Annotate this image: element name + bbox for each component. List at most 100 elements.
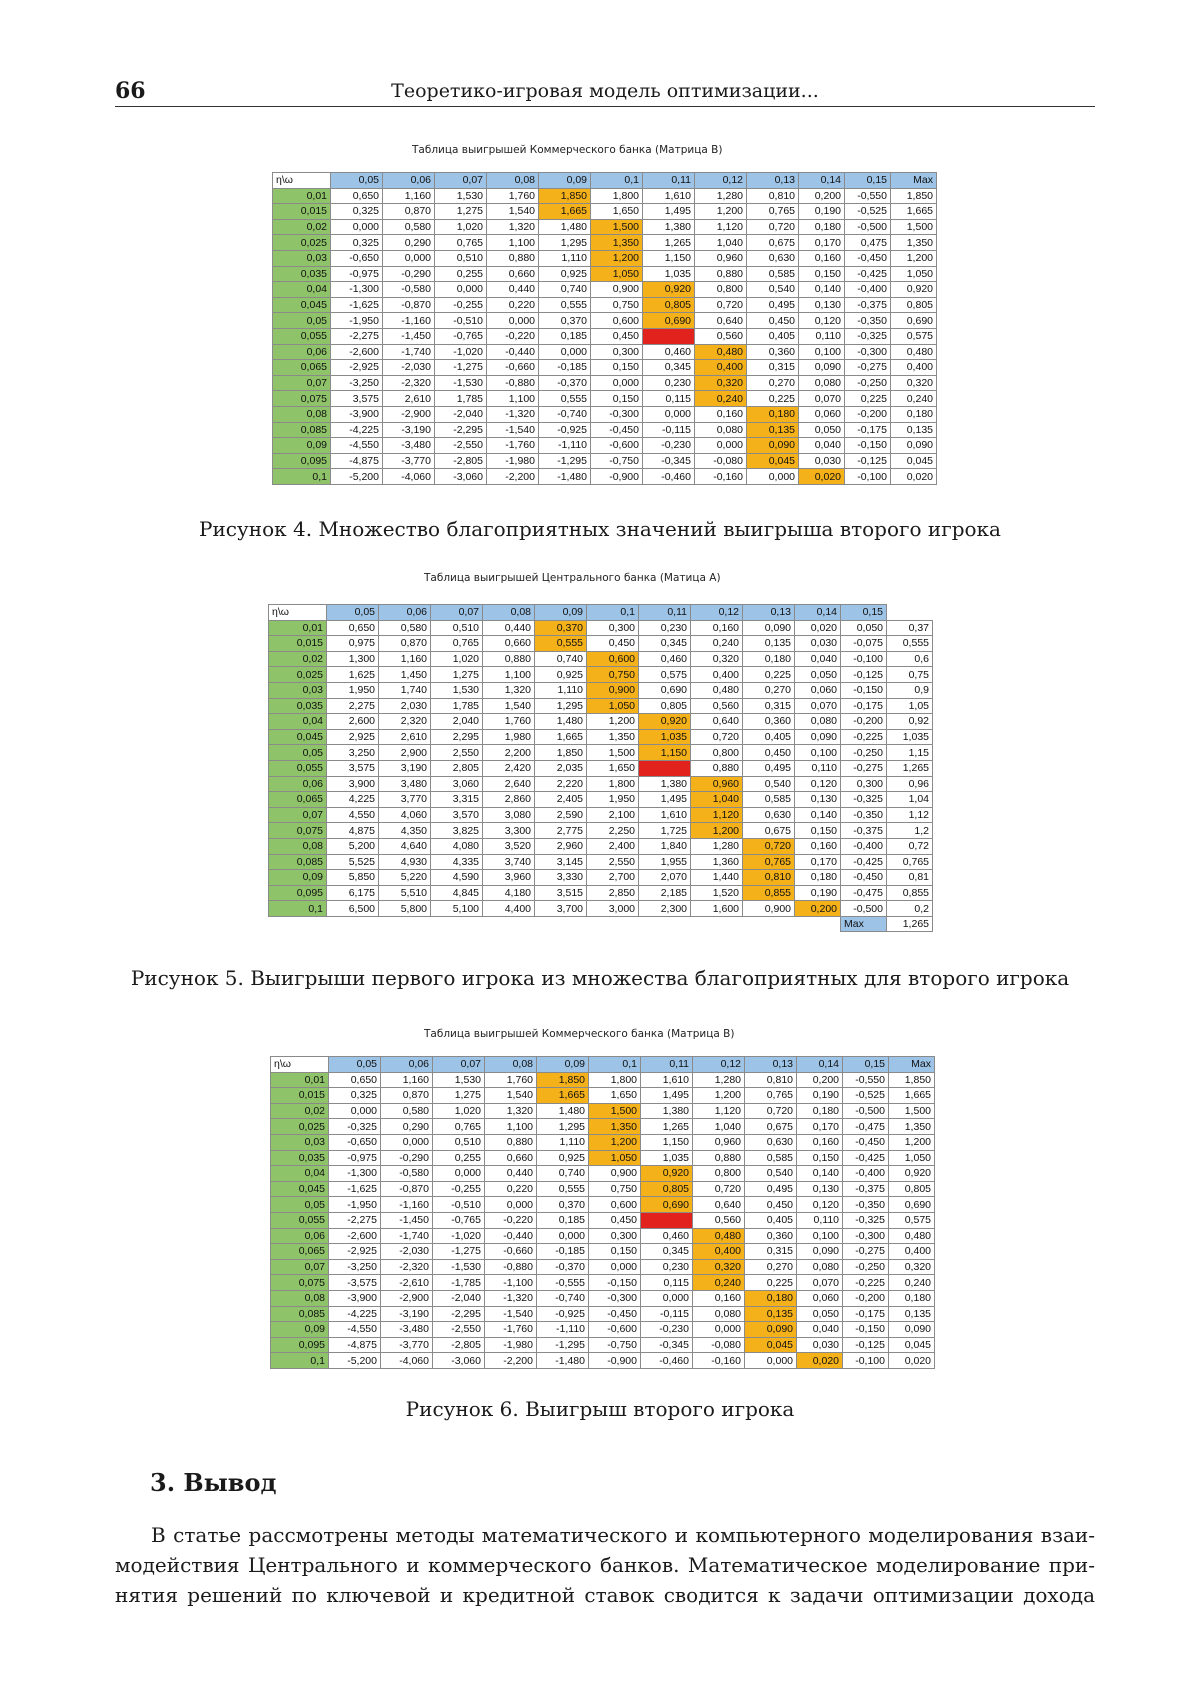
table-cell: 0,920 xyxy=(889,1166,935,1182)
table-cell: -0,150 xyxy=(841,682,887,698)
table-cell: 0,230 xyxy=(643,375,695,391)
table-cell: -2,040 xyxy=(435,406,487,422)
table-cell: 1,540 xyxy=(485,1088,537,1104)
table-cell: -1,020 xyxy=(435,344,487,360)
table-cell: -0,100 xyxy=(845,469,891,485)
table-cell: -2,550 xyxy=(433,1322,485,1338)
table-cell: -1,295 xyxy=(537,1337,589,1353)
column-header: 0,11 xyxy=(641,1057,693,1073)
table-cell: 3,315 xyxy=(431,792,483,808)
table-cell: 1,650 xyxy=(589,1088,641,1104)
table-cell: 0,255 xyxy=(433,1150,485,1166)
row-label-cell: 0,015 xyxy=(269,636,327,652)
table-cell: 0,740 xyxy=(535,651,587,667)
table-cell: 0,405 xyxy=(747,328,799,344)
empty-cell xyxy=(431,916,483,932)
table-cell: 0,325 xyxy=(329,1088,381,1104)
row-label-cell: 0,01 xyxy=(273,188,331,204)
table-cell: 1,265 xyxy=(641,1119,693,1135)
section-heading: 3. Вывод xyxy=(150,1468,276,1497)
table-cell: -0,160 xyxy=(695,469,747,485)
table-cell: -0,500 xyxy=(841,901,887,917)
table-cell: -2,550 xyxy=(435,438,487,454)
table-cell: 0,300 xyxy=(841,776,887,792)
payoff-table: η\ω0,050,060,070,080,090,10,110,120,130,… xyxy=(268,604,933,932)
table-cell: 0,480 xyxy=(691,682,743,698)
table-cell: 0,900 xyxy=(591,282,643,298)
table-cell: -0,350 xyxy=(843,1197,889,1213)
table-row: 0,055-2,275-1,450-0,765-0,2200,1850,4500… xyxy=(271,1212,935,1228)
table-cell: -3,480 xyxy=(383,438,435,454)
table-cell: 2,610 xyxy=(383,391,435,407)
table-cell: 2,960 xyxy=(535,838,587,854)
table-cell: 1,350 xyxy=(589,1119,641,1135)
table-cell: 1,650 xyxy=(591,204,643,220)
table-cell: 0,480 xyxy=(891,344,937,360)
table-cell: -0,345 xyxy=(641,1337,693,1353)
table-cell: 1,035 xyxy=(887,729,933,745)
table-row: 0,085-4,225-3,190-2,295-1,540-0,925-0,45… xyxy=(271,1306,935,1322)
table-cell: 2,420 xyxy=(483,760,535,776)
row-label-cell: 0,08 xyxy=(273,406,331,422)
table-cell: 0,315 xyxy=(745,1244,797,1260)
table-cell: -3,250 xyxy=(331,375,383,391)
table-cell: 0,110 xyxy=(795,760,841,776)
table-cell: 0,050 xyxy=(841,620,887,636)
table-cell: 0,000 xyxy=(589,1259,641,1275)
table-cell: -0,220 xyxy=(485,1212,537,1228)
table-cell: 1,035 xyxy=(639,729,691,745)
table-cell: 2,925 xyxy=(327,729,379,745)
table-cell: 0,160 xyxy=(693,1290,745,1306)
row-label-cell: 0,04 xyxy=(269,714,327,730)
table-cell: -0,230 xyxy=(641,1322,693,1338)
table-cell: 0,180 xyxy=(795,870,841,886)
column-header: 0,08 xyxy=(485,1057,537,1073)
column-header: 0,05 xyxy=(331,173,383,189)
table-row: 0,095-4,875-3,770-2,805-1,980-1,295-0,75… xyxy=(271,1337,935,1353)
table-row: 0,04-1,300-0,5800,0000,4400,7400,9000,92… xyxy=(273,282,937,298)
table-cell: 0,810 xyxy=(747,188,799,204)
table-cell: 0,325 xyxy=(331,235,383,251)
row-label-cell: 0,04 xyxy=(273,282,331,298)
table-cell: 0,300 xyxy=(587,620,639,636)
row-label-cell: 0,085 xyxy=(273,422,331,438)
column-header: 0,11 xyxy=(639,605,691,621)
table-cell: 0,810 xyxy=(745,1072,797,1088)
table-cell: 1,295 xyxy=(535,698,587,714)
table-cell: -1,320 xyxy=(487,406,539,422)
table-cell: 0,000 xyxy=(485,1197,537,1213)
table-cell: 0,720 xyxy=(745,1103,797,1119)
table-cell: 1,380 xyxy=(643,219,695,235)
table-row: 0,0250,3250,2900,7651,1001,2951,3501,265… xyxy=(273,235,937,251)
table-cell: 1,275 xyxy=(433,1088,485,1104)
max-label-cell: Max xyxy=(841,916,887,932)
table-cell: 0,325 xyxy=(331,204,383,220)
table-cell: 0,225 xyxy=(845,391,891,407)
table-cell: 3,770 xyxy=(379,792,431,808)
table-cell: -2,275 xyxy=(329,1212,381,1228)
table-cell: 0,630 xyxy=(743,807,795,823)
table-cell: 0,160 xyxy=(695,406,747,422)
table-cell: 0,150 xyxy=(799,266,845,282)
column-header: 0,13 xyxy=(743,605,795,621)
table-row: 0,08-3,900-2,900-2,040-1,320-0,740-0,300… xyxy=(273,406,937,422)
table-cell: 1,040 xyxy=(691,792,743,808)
column-header: 0,13 xyxy=(747,173,799,189)
table-cell: 1,050 xyxy=(891,266,937,282)
table-cell: 1,050 xyxy=(591,266,643,282)
table-cell: 1,200 xyxy=(693,1088,745,1104)
table-cell: -3,575 xyxy=(329,1275,381,1291)
table-cell: 1,495 xyxy=(641,1088,693,1104)
table-row: 0,1-5,200-4,060-3,060-2,200-1,480-0,900-… xyxy=(273,469,937,485)
table-cell: -0,600 xyxy=(591,438,643,454)
table-cell: 3,825 xyxy=(431,823,483,839)
table-cell: -0,880 xyxy=(487,375,539,391)
paragraph-line: нятия решений по ключевой и кредитной ст… xyxy=(115,1580,1095,1610)
column-header: 0,14 xyxy=(797,1057,843,1073)
table-cell: 0,020 xyxy=(795,620,841,636)
table-cell: 1,200 xyxy=(589,1134,641,1150)
table-cell: 0,120 xyxy=(797,1197,843,1213)
table-cell: 0,740 xyxy=(539,282,591,298)
table-cell: 0,9 xyxy=(887,682,933,698)
table-cell: 1,530 xyxy=(433,1072,485,1088)
